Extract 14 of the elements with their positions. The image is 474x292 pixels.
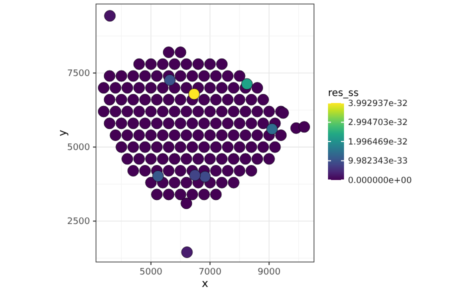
color-bar-label: 2.994703e-32 bbox=[348, 118, 408, 128]
y-tick-label: 2500 bbox=[67, 217, 90, 228]
x-tick-label: 7000 bbox=[198, 267, 222, 278]
x-tick-label: 5000 bbox=[139, 267, 163, 278]
x-tick-label: 9000 bbox=[258, 267, 281, 278]
y-axis-title: y bbox=[56, 129, 69, 136]
color-bar-label: 0.000000e+00 bbox=[348, 176, 412, 186]
y-tick-label: 5000 bbox=[67, 142, 90, 153]
color-bar-label: 3.992937e-32 bbox=[348, 98, 408, 109]
y-tick-label: 7500 bbox=[67, 68, 90, 79]
color-bar-label: 9.982343e-33 bbox=[348, 156, 408, 167]
color-bar-title: res_ss bbox=[328, 88, 359, 99]
color-bar-label: 1.996469e-32 bbox=[348, 137, 408, 148]
x-axis-title: x bbox=[202, 277, 209, 290]
